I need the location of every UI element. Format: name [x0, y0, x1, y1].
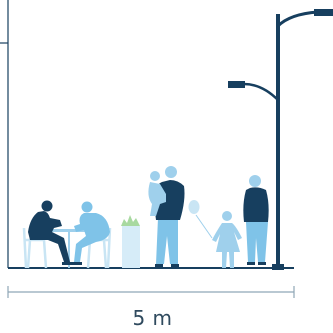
lamp-arm-lower: [243, 82, 279, 101]
balloon-string: [195, 214, 213, 239]
balloon: [188, 200, 200, 214]
person-seated-right-body: [74, 213, 110, 262]
child-standing-group: [212, 211, 242, 268]
person-seated-left-body: [28, 211, 70, 262]
shoe: [171, 264, 179, 267]
dimension-line: [7, 286, 295, 298]
shoe: [62, 262, 72, 265]
woman-torso: [243, 187, 269, 222]
woman-head: [249, 175, 261, 187]
child-held-head: [150, 171, 160, 181]
planter-box: [122, 226, 140, 268]
lamp-arm-top: [276, 10, 319, 28]
shoe: [247, 262, 255, 265]
child-standing-head: [222, 211, 232, 221]
lamp-head-top: [314, 9, 333, 16]
parent-head: [165, 166, 177, 178]
lamp-head-lower: [228, 81, 245, 88]
parent-legs: [156, 218, 178, 264]
shoe: [155, 264, 163, 267]
balloon-group: [188, 200, 213, 239]
lamp-base: [272, 264, 284, 270]
person-seated-left-head: [41, 200, 53, 212]
street-lamp: [228, 9, 333, 270]
planter-group: [121, 215, 140, 268]
parent-with-child-group: [148, 166, 185, 267]
cafe-table-group: [22, 200, 112, 269]
child-held-body: [148, 182, 166, 216]
person-seated-right-head: [81, 201, 93, 213]
lamp-pole: [276, 14, 280, 270]
cafe-table-top: [52, 229, 86, 232]
planter-plant: [121, 215, 140, 226]
dimension-label: 5 m: [132, 306, 173, 330]
shoe: [72, 262, 82, 265]
shoe: [258, 262, 266, 265]
child-standing-body: [212, 223, 242, 268]
woman-legs: [246, 222, 268, 262]
woman-standing-group: [243, 175, 269, 265]
